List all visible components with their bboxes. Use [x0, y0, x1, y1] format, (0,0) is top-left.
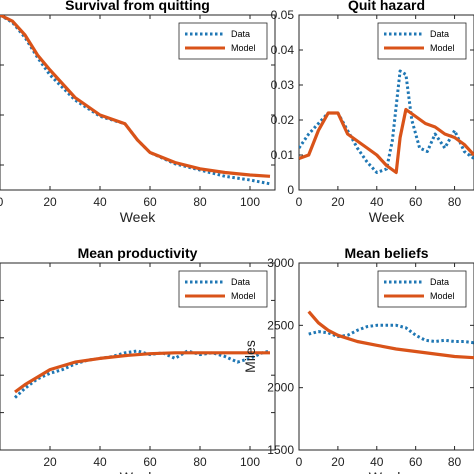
x-tick-label: 60: [143, 195, 157, 209]
series-line-model: [0, 15, 271, 178]
axes-box: [298, 262, 474, 451]
y-tick-label: 1500: [267, 443, 294, 457]
x-tick-label: 40: [370, 455, 384, 469]
legend-box: [178, 270, 268, 308]
x-tick-label: 20: [43, 455, 57, 469]
y-tick-label: 0.03: [271, 78, 295, 92]
chart-title: Quit hazard: [348, 0, 425, 13]
x-tick-label: 100: [240, 195, 260, 209]
x-tick-label: 0: [296, 195, 303, 209]
y-tick-label: 2000: [267, 381, 294, 395]
chart-title: Mean productivity: [78, 245, 198, 261]
series-line-data: [13, 349, 271, 399]
series-line-data: [308, 323, 474, 345]
x-tick-label: 0: [296, 455, 303, 469]
x-axis-label: Week: [120, 469, 157, 474]
legend-label: Data: [430, 29, 449, 39]
legend-label: Model: [231, 43, 256, 53]
chart-survival: Survival from quitting 0 20 40 60 80 100 Week Da…: [0, 0, 276, 225]
y-axis-label: Miles: [242, 340, 258, 373]
legend: Data Model: [377, 270, 467, 308]
x-tick-label: 20: [331, 195, 345, 209]
legend-label: Model: [430, 43, 455, 53]
chart-beliefs: Mean beliefs 0 20 40 60 80 1500 2000 2500 3000 Wee…: [242, 245, 474, 474]
x-axis-label: Week: [369, 209, 406, 225]
series-group: [299, 69, 474, 175]
legend-box: [377, 270, 467, 308]
x-tick-label: 80: [448, 455, 462, 469]
series-group: [0, 15, 271, 186]
legend-label: Data: [430, 277, 449, 287]
axes-box: [298, 14, 474, 191]
series-line-model: [14, 351, 270, 394]
legend-label: Data: [231, 29, 250, 39]
chart-title: Mean beliefs: [344, 245, 428, 261]
x-axis-label: Week: [120, 209, 157, 225]
x-tick-label: 80: [448, 195, 462, 209]
y-tick-label: 0: [287, 183, 294, 197]
y-tick-label: 0.05: [271, 8, 295, 22]
x-tick-label: 0: [0, 195, 4, 209]
y-tick-label: 0.01: [271, 148, 295, 162]
axes-box: [0, 14, 276, 191]
series-line-model: [299, 107, 474, 175]
legend: Data Model: [178, 22, 268, 60]
x-tick-label: 80: [193, 455, 207, 469]
x-tick-label: 80: [193, 195, 207, 209]
legend-label: Data: [231, 277, 250, 287]
legend-box: [377, 22, 467, 60]
axes-box: [0, 262, 276, 451]
chart-hazard: Quit hazard 0 20 40 60 80 0 0.01 0.02 0.03 0.04 0.0…: [271, 0, 474, 225]
legend-box: [178, 22, 268, 60]
series-group: [307, 310, 474, 360]
series-group: [13, 349, 271, 399]
x-tick-label: 40: [370, 195, 384, 209]
chart-productivity: Mean productivity 20 40 60 80 100 Week Data Mode…: [0, 245, 276, 474]
x-tick-label: 60: [409, 455, 423, 469]
y-tick-label: 2500: [267, 318, 294, 332]
legend: Data Model: [377, 22, 467, 60]
legend-label: Model: [430, 291, 455, 301]
y-tick-label: 0.04: [271, 43, 295, 57]
series-line-model: [307, 310, 474, 360]
x-tick-label: 20: [43, 195, 57, 209]
x-tick-label: 100: [240, 455, 260, 469]
x-tick-label: 60: [143, 455, 157, 469]
y-tick-label: 0.02: [271, 113, 295, 127]
x-axis-label: Week: [369, 469, 406, 474]
legend-label: Model: [231, 291, 256, 301]
y-tick-label: 3000: [267, 256, 294, 270]
chart-title: Survival from quitting: [65, 0, 210, 13]
legend: Data Model: [178, 270, 268, 308]
x-tick-label: 20: [331, 455, 345, 469]
series-line-data: [299, 69, 474, 174]
x-tick-label: 60: [409, 195, 423, 209]
x-tick-label: 40: [93, 455, 107, 469]
x-tick-label: 40: [93, 195, 107, 209]
